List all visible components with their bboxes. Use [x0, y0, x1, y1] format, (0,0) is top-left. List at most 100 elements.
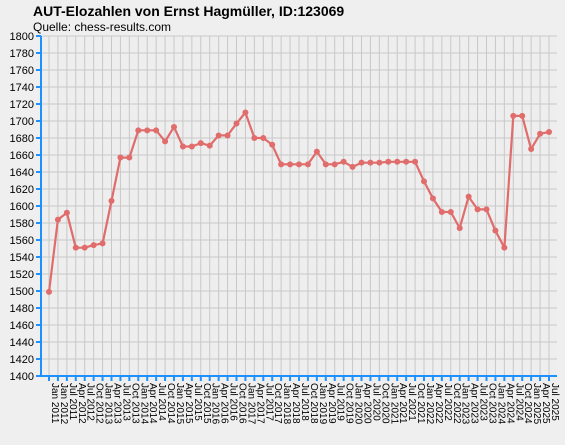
- data-point: [90, 242, 97, 249]
- x-tick-label: Oct 2014: [165, 383, 176, 424]
- data-point: [206, 142, 213, 149]
- y-tick-label: 1400: [10, 371, 34, 383]
- data-point: [144, 127, 151, 134]
- data-point: [296, 161, 302, 168]
- x-tick-label: Jan 2021: [388, 383, 399, 425]
- x-tick-label: Jan 2014: [138, 383, 149, 425]
- data-point: [519, 112, 526, 119]
- x-tick-label: Jan 2017: [245, 383, 256, 425]
- x-tick-label: Apr 2020: [362, 383, 373, 424]
- data-point: [492, 227, 499, 234]
- y-tick-label: 1680: [10, 133, 34, 145]
- data-point: [287, 161, 294, 168]
- x-tick-label: Jul 2019: [335, 383, 346, 421]
- x-tick-label: Jul 2017: [263, 383, 274, 421]
- x-tick-label: Oct 2022: [451, 383, 462, 424]
- y-tick-label: 1480: [10, 303, 34, 315]
- chart-subtitle: Quelle: chess-results.com: [33, 20, 172, 34]
- y-tick-label: 1460: [10, 320, 34, 332]
- x-tick-label: Jul 2018: [299, 383, 310, 421]
- data-point: [429, 195, 436, 202]
- y-tick-label: 1700: [10, 116, 34, 128]
- x-tick-label: Oct 2018: [308, 383, 319, 424]
- y-tick-label: 1440: [10, 337, 34, 349]
- x-tick-label: Jul 2022: [442, 383, 453, 421]
- data-point: [474, 206, 481, 213]
- x-tick-label: Jan 2023: [460, 383, 471, 425]
- x-tick-label: Jan 2020: [353, 383, 364, 425]
- x-tick-label: Oct 2017: [272, 383, 283, 424]
- x-tick-label: Jan 2025: [531, 383, 542, 425]
- data-point: [322, 161, 329, 168]
- x-tick-label: Apr 2016: [219, 383, 230, 424]
- data-point: [269, 141, 276, 148]
- data-point: [447, 208, 454, 215]
- data-point: [340, 158, 347, 165]
- data-point: [385, 158, 392, 165]
- x-tick-label: Jan 2024: [495, 383, 506, 425]
- y-tick-label: 1540: [10, 252, 34, 264]
- y-tick-label: 1640: [10, 167, 34, 179]
- data-point: [376, 159, 383, 166]
- data-point: [135, 127, 142, 134]
- x-tick-label: Jul 2016: [228, 383, 239, 421]
- x-tick-label: Jul 2021: [406, 383, 417, 421]
- y-tick-label: 1720: [10, 99, 34, 111]
- x-tick-label: Jan 2016: [210, 383, 221, 425]
- data-point: [456, 225, 463, 232]
- y-tick-label: 1620: [10, 184, 34, 196]
- data-point: [224, 132, 231, 139]
- y-tick-label: 1600: [10, 201, 34, 213]
- x-tick-label: Apr 2013: [112, 383, 123, 424]
- data-point: [46, 288, 52, 295]
- data-point: [465, 193, 472, 200]
- x-tick-label: Jul 2015: [192, 383, 203, 421]
- x-tick-label: Jan 2022: [424, 383, 435, 425]
- x-tick-label: Jan 2012: [58, 383, 69, 425]
- x-tick-label: Oct 2021: [415, 383, 426, 424]
- data-point: [358, 159, 365, 166]
- data-point: [528, 146, 535, 153]
- data-point: [331, 161, 338, 168]
- y-tick-label: 1420: [10, 354, 34, 366]
- x-tick-label: Apr 2015: [183, 383, 194, 424]
- y-tick-label: 1520: [10, 269, 34, 281]
- data-point: [81, 244, 88, 251]
- x-tick-label: Oct 2012: [94, 383, 105, 424]
- x-tick-label: Apr 2014: [147, 383, 158, 424]
- x-tick-label: Jul 2012: [85, 383, 96, 421]
- data-point: [367, 159, 374, 166]
- x-tick-label: Oct 2015: [201, 383, 212, 424]
- data-point: [483, 206, 490, 213]
- data-point: [188, 143, 195, 150]
- data-point: [421, 178, 427, 185]
- y-tick-label: 1660: [10, 150, 34, 162]
- x-tick-label: Apr 2025: [540, 383, 551, 424]
- data-point: [215, 132, 222, 139]
- data-point: [260, 135, 267, 141]
- data-point: [171, 123, 177, 130]
- x-tick-label: Jul 2025: [549, 383, 560, 421]
- chart-title: AUT-Elozahlen von Ernst Hagmüller, ID:12…: [33, 3, 345, 19]
- x-tick-label: Jan 2015: [174, 383, 185, 425]
- x-tick-label: Jul 2023: [478, 383, 489, 421]
- x-tick-label: Oct 2016: [237, 383, 248, 424]
- x-tick-label: Jan 2011: [49, 383, 60, 424]
- x-tick-label: Oct 2023: [487, 383, 498, 424]
- y-tick-label: 1740: [10, 82, 34, 94]
- data-point: [162, 138, 169, 145]
- data-point: [510, 112, 517, 119]
- y-tick-label: 1760: [10, 65, 34, 77]
- data-point: [304, 161, 311, 168]
- x-tick-label: Apr 2023: [469, 383, 480, 424]
- data-point: [63, 209, 70, 216]
- x-tick-label: Oct 2013: [129, 383, 140, 424]
- data-point: [537, 130, 544, 137]
- data-point: [412, 158, 419, 165]
- x-tick-label: Apr 2024: [504, 383, 515, 424]
- x-tick-label: Oct 2019: [344, 383, 355, 424]
- data-point: [394, 158, 401, 165]
- x-tick-label: Jul 2013: [120, 383, 131, 421]
- x-tick-label: Jul 2011: [67, 383, 78, 421]
